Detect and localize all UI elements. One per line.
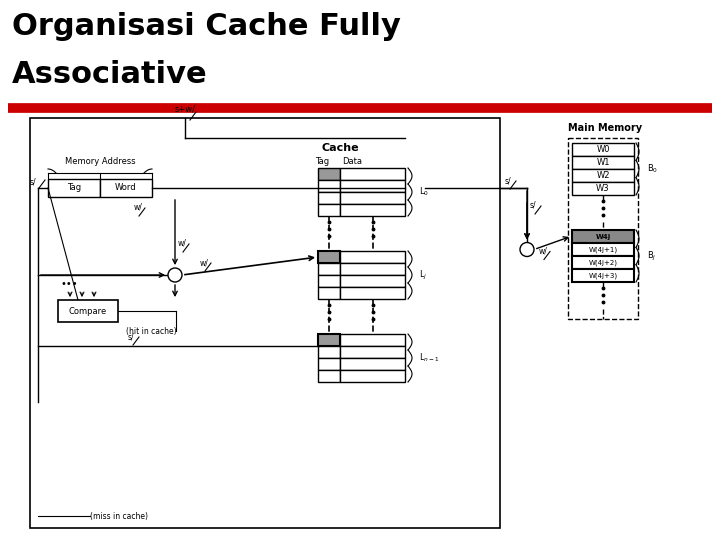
Text: Data: Data (342, 157, 362, 165)
Bar (318, 370, 340, 382)
Text: L$_0$: L$_0$ (419, 186, 429, 198)
Bar (100, 179, 152, 197)
Text: Organisasi Cache Fully: Organisasi Cache Fully (12, 12, 401, 41)
Bar (340, 346, 405, 358)
Bar (318, 358, 340, 370)
Bar (318, 192, 340, 204)
Text: Compare: Compare (69, 307, 107, 315)
Bar (48, 179, 100, 197)
Bar (318, 204, 340, 216)
Text: s+w/: s+w/ (174, 105, 196, 114)
Bar (340, 287, 405, 299)
Bar (30, 118, 500, 528)
Text: Associative: Associative (12, 60, 207, 89)
Bar (340, 334, 405, 346)
Bar (58, 300, 118, 322)
Text: W(4j+1): W(4j+1) (588, 246, 618, 253)
Bar (340, 168, 405, 180)
Text: W(4j+2): W(4j+2) (588, 259, 618, 266)
Text: w/: w/ (178, 238, 187, 247)
Text: W(4j+3): W(4j+3) (588, 272, 618, 279)
Circle shape (520, 242, 534, 256)
Bar (572, 156, 634, 169)
Text: W1: W1 (596, 158, 610, 167)
Text: W4j: W4j (595, 233, 611, 240)
Bar (340, 192, 405, 204)
Text: Tag: Tag (315, 157, 329, 165)
Text: W3: W3 (596, 184, 610, 193)
Bar (572, 143, 634, 156)
Text: L$_{n-1}$: L$_{n-1}$ (419, 352, 440, 365)
Bar (318, 263, 340, 275)
Bar (318, 251, 340, 263)
Bar (340, 370, 405, 382)
Text: s/: s/ (530, 201, 536, 210)
Bar (318, 287, 340, 299)
Text: w/: w/ (539, 246, 548, 255)
Text: w/: w/ (200, 258, 209, 267)
Text: Word: Word (115, 184, 137, 192)
Text: Cache: Cache (321, 143, 359, 153)
Bar (572, 230, 634, 243)
Bar (318, 275, 340, 287)
Bar (340, 251, 405, 263)
Text: s/: s/ (30, 178, 36, 186)
Text: s/: s/ (505, 176, 512, 185)
Text: B$_0$: B$_0$ (647, 163, 658, 176)
Text: (miss in cache): (miss in cache) (90, 511, 148, 521)
Bar (340, 180, 405, 192)
Text: Tag: Tag (67, 184, 81, 192)
Bar (572, 169, 634, 182)
Text: •••: ••• (60, 279, 78, 289)
Circle shape (168, 268, 182, 282)
Bar (572, 269, 634, 282)
Bar (568, 138, 638, 319)
Bar (340, 263, 405, 275)
Bar (340, 358, 405, 370)
Bar (572, 243, 634, 256)
Bar (318, 346, 340, 358)
Bar (572, 182, 634, 195)
Text: L$_j$: L$_j$ (419, 268, 428, 281)
Bar (318, 168, 340, 180)
Bar (318, 180, 340, 192)
Text: Memory Address: Memory Address (65, 157, 135, 165)
Text: Main Memory: Main Memory (568, 123, 642, 133)
Text: W2: W2 (596, 171, 610, 180)
Text: (hit in cache): (hit in cache) (126, 327, 176, 336)
Text: B$_j$: B$_j$ (647, 249, 657, 262)
Bar (340, 204, 405, 216)
Text: W0: W0 (596, 145, 610, 154)
Text: s/: s/ (128, 332, 135, 341)
Bar (340, 275, 405, 287)
Text: w/: w/ (134, 202, 143, 211)
Bar (318, 334, 340, 346)
Bar (572, 256, 634, 269)
